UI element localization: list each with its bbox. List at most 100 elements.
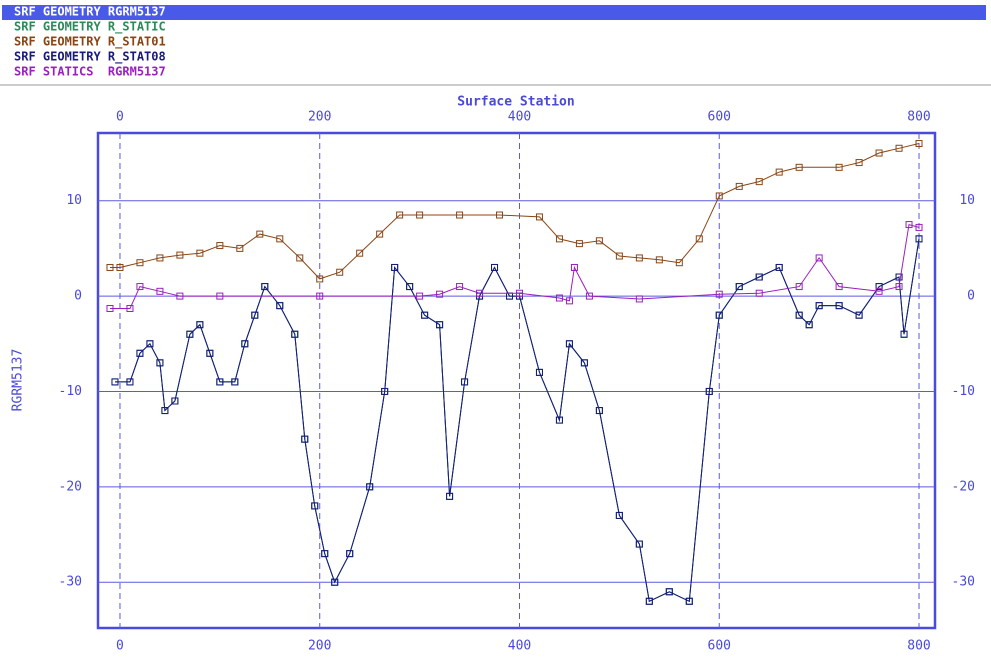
marker — [685, 597, 693, 605]
marker — [755, 273, 763, 281]
marker — [795, 163, 803, 171]
marker — [555, 294, 563, 302]
y-tick-label: -10 — [59, 384, 82, 399]
marker — [331, 578, 339, 586]
y-tick-label: 0 — [967, 289, 975, 304]
marker — [366, 483, 374, 491]
marker — [895, 273, 903, 281]
y-tick-label: -10 — [952, 384, 975, 399]
marker — [296, 254, 304, 262]
marker — [695, 235, 703, 243]
x-tick-label: 400 — [508, 110, 531, 125]
marker — [775, 263, 783, 271]
marker — [555, 416, 563, 424]
marker — [216, 242, 224, 250]
marker — [406, 283, 414, 291]
marker — [645, 597, 653, 605]
selected-row[interactable] — [2, 5, 986, 20]
marker — [136, 259, 144, 267]
legend-entry[interactable]: SRF GEOMETRY RGRM5137 — [14, 5, 166, 19]
marker — [196, 321, 204, 329]
marker — [236, 244, 244, 252]
y-tick-label: 10 — [959, 193, 975, 208]
marker — [496, 211, 504, 219]
marker — [136, 349, 144, 357]
marker — [675, 259, 683, 267]
marker — [381, 387, 389, 395]
marker — [895, 283, 903, 291]
marker — [735, 182, 743, 190]
marker — [156, 254, 164, 262]
marker — [156, 359, 164, 367]
marker — [276, 302, 284, 310]
marker — [416, 292, 424, 300]
marker — [805, 321, 813, 329]
x-tick-label: 600 — [708, 110, 731, 125]
marker — [755, 178, 763, 186]
marker — [106, 304, 114, 312]
marker — [585, 292, 593, 300]
x-tick-label: 0 — [116, 639, 124, 654]
marker — [535, 368, 543, 376]
marker — [875, 149, 883, 157]
x-tick-label: 800 — [907, 110, 930, 125]
marker — [515, 289, 523, 297]
marker — [575, 240, 583, 248]
series-line — [110, 223, 920, 309]
marker — [176, 251, 184, 259]
marker — [635, 295, 643, 303]
marker — [136, 283, 144, 291]
legend-entry[interactable]: SRF STATICS RGRM5137 — [14, 65, 166, 79]
marker — [316, 275, 324, 283]
marker — [655, 256, 663, 264]
marker — [156, 287, 164, 295]
marker — [875, 287, 883, 295]
marker — [875, 283, 883, 291]
marker — [176, 292, 184, 300]
marker — [565, 297, 573, 305]
marker — [570, 263, 578, 271]
y-tick-label: -30 — [952, 575, 975, 590]
marker — [261, 283, 269, 291]
marker — [635, 540, 643, 548]
marker — [171, 397, 179, 405]
marker — [161, 407, 169, 415]
marker — [915, 139, 923, 147]
marker — [795, 283, 803, 291]
marker — [456, 283, 464, 291]
marker — [346, 550, 354, 558]
marker — [146, 340, 154, 348]
legend-entry[interactable]: SRF GEOMETRY R_STAT08 — [14, 50, 166, 65]
legend-entry[interactable]: SRF GEOMETRY R_STATIC — [14, 20, 166, 35]
marker — [301, 435, 309, 443]
plot-frame — [96, 131, 937, 630]
marker — [316, 292, 324, 300]
marker — [276, 235, 284, 243]
legend-entry[interactable]: SRF GEOMETRY R_STAT01 — [14, 35, 166, 50]
y-tick-label: 0 — [74, 289, 82, 304]
series-line — [115, 238, 920, 603]
marker — [196, 249, 204, 257]
marker — [555, 235, 563, 243]
marker — [615, 252, 623, 260]
x-tick-label: 400 — [508, 639, 531, 654]
marker — [795, 311, 803, 319]
marker — [356, 249, 364, 257]
marker — [835, 302, 843, 310]
marker — [491, 263, 499, 271]
x-tick-label: 200 — [308, 639, 331, 654]
marker — [396, 211, 404, 219]
marker — [106, 263, 114, 271]
x-tick-label: 600 — [708, 639, 731, 654]
marker — [256, 230, 264, 238]
x-tick-label: 800 — [907, 639, 930, 654]
marker — [321, 550, 329, 558]
y-tick-label: 10 — [66, 193, 82, 208]
y-tick-label: -30 — [59, 575, 82, 590]
y-tick-label: -20 — [952, 479, 975, 494]
marker — [905, 221, 913, 229]
marker — [665, 588, 673, 596]
marker — [815, 302, 823, 310]
